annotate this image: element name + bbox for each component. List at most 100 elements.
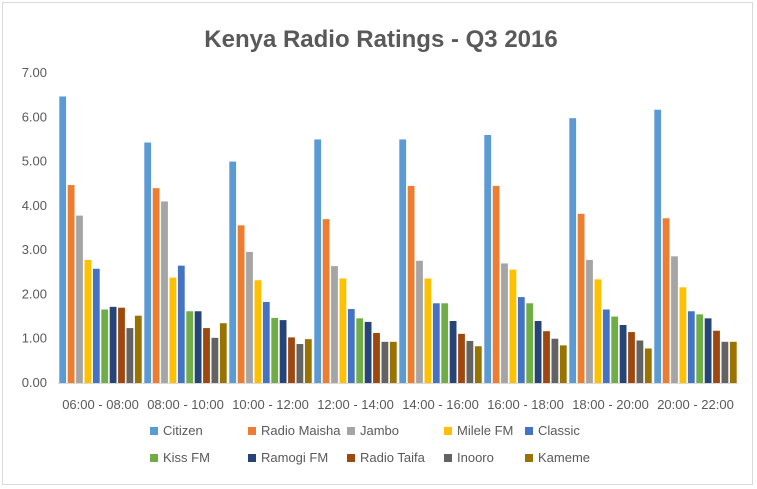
bar: [237, 225, 245, 383]
bar: [177, 265, 185, 383]
x-tick-label: 20:00 - 22:00: [657, 397, 734, 412]
bar: [687, 311, 695, 383]
legend-label: Kiss FM: [163, 450, 210, 465]
legend-label: Citizen: [163, 423, 203, 438]
bar: [594, 279, 602, 383]
legend-label: Ramogi FM: [261, 450, 328, 465]
x-tick-label: 14:00 - 16:00: [402, 397, 479, 412]
bar: [474, 346, 482, 383]
bar: [466, 340, 474, 383]
legend-swatch: [248, 427, 256, 435]
y-tick-label: 3.00: [22, 242, 47, 257]
bar: [279, 320, 287, 383]
bar: [399, 139, 407, 383]
legend-swatch: [150, 427, 158, 435]
bar: [314, 139, 322, 383]
bar: [662, 218, 670, 383]
legend-swatch: [444, 454, 452, 462]
y-tick-label: 6.00: [22, 109, 47, 124]
y-tick-label: 2.00: [22, 286, 47, 301]
bar: [254, 280, 262, 383]
bar: [586, 259, 593, 383]
bar: [526, 303, 534, 383]
bar: [347, 309, 355, 383]
bar: [644, 348, 652, 383]
bar: [569, 118, 577, 384]
bar: [211, 337, 219, 383]
bar: [304, 339, 312, 383]
bar: [424, 278, 432, 383]
bar: [704, 318, 712, 383]
bar: [219, 323, 227, 383]
legend-swatch: [347, 454, 355, 462]
legend-swatch: [525, 454, 533, 462]
bar: [134, 315, 142, 383]
bar: [729, 341, 737, 383]
bar: [407, 185, 415, 383]
bar: [67, 185, 75, 383]
bar: [534, 321, 542, 383]
bar: [671, 256, 678, 383]
bar: [543, 331, 550, 383]
bar: [416, 260, 423, 383]
legend-label: Radio Taifa: [360, 450, 426, 465]
legend-label: Jambo: [360, 423, 399, 438]
bar: [161, 201, 168, 383]
y-tick-label: 4.00: [22, 198, 47, 213]
bar: [118, 307, 125, 383]
bar: [84, 259, 92, 383]
bar: [696, 314, 704, 383]
bar-area: [59, 96, 737, 384]
bar: [449, 321, 457, 383]
x-tick-label: 16:00 - 18:00: [487, 397, 564, 412]
bar: [458, 333, 465, 383]
bar: [654, 109, 662, 383]
legend-label: Classic: [538, 423, 580, 438]
bar: [322, 219, 330, 383]
bar: [492, 185, 500, 383]
bar: [144, 142, 152, 383]
bar: [169, 277, 177, 383]
y-tick-label: 5.00: [22, 154, 47, 169]
bar: [296, 344, 304, 383]
bar: [288, 337, 295, 383]
y-tick-label: 7.00: [22, 65, 47, 80]
chart-canvas: Kenya Radio Ratings - Q3 2016 0.00 1.00 2.…: [22, 26, 738, 465]
bar: [679, 287, 687, 383]
bar: [517, 297, 525, 383]
x-tick-label: 08:00 - 10:00: [147, 397, 224, 412]
legend-swatch: [150, 454, 158, 462]
x-tick-label: 12:00 - 14:00: [317, 397, 394, 412]
legend-swatch: [248, 454, 256, 462]
bar: [92, 268, 100, 383]
bar: [331, 266, 338, 383]
bar: [101, 309, 109, 383]
legend-label: Kameme: [538, 450, 590, 465]
legend-label: Milele FM: [457, 423, 513, 438]
legend-label: Radio Maisha: [261, 423, 341, 438]
legend-swatch: [347, 427, 355, 435]
bar: [59, 96, 67, 383]
bar: [203, 328, 210, 383]
x-tick-label: 06:00 - 08:00: [62, 397, 139, 412]
x-tick-label: 18:00 - 20:00: [572, 397, 649, 412]
bar: [577, 213, 585, 383]
bar: [611, 316, 619, 383]
y-tick-label: 0.00: [22, 375, 47, 390]
bar: [186, 311, 194, 383]
bar: [501, 263, 508, 383]
bar: [721, 341, 729, 383]
y-tick-label: 1.00: [22, 331, 47, 346]
bar: [619, 324, 627, 383]
bar: [713, 330, 720, 383]
bar: [628, 332, 635, 383]
bar: [194, 311, 202, 383]
x-axis: 06:00 - 08:00 08:00 - 10:00 10:00 - 12:00 1…: [62, 397, 734, 412]
bar: [441, 303, 449, 383]
bar: [381, 341, 389, 383]
bar: [364, 321, 372, 383]
legend-label: Inooro: [457, 450, 494, 465]
bar: [76, 215, 83, 383]
bar: [373, 332, 380, 383]
bar: [229, 161, 237, 383]
